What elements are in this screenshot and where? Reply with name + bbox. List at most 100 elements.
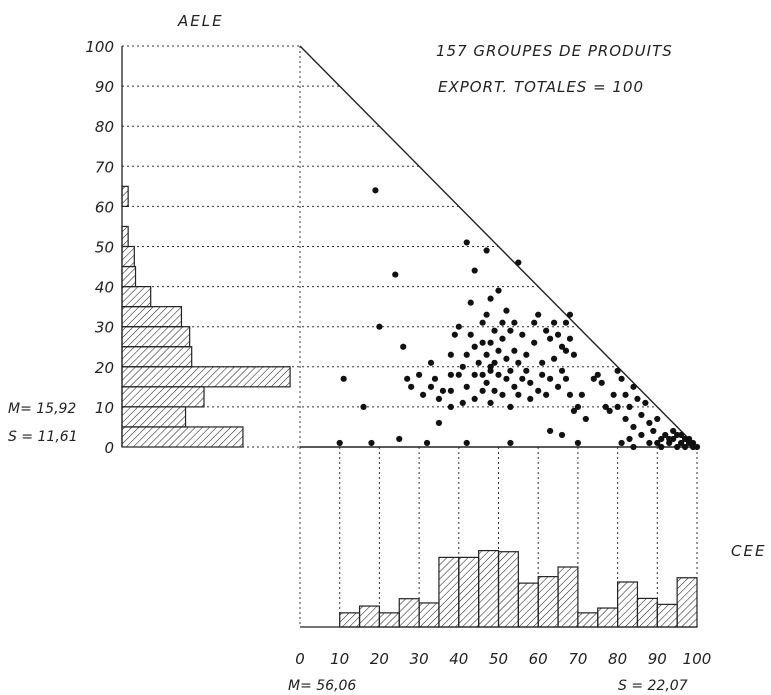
scatter-point [523, 351, 530, 358]
scatter-point [523, 367, 530, 374]
scatter-point [511, 319, 518, 326]
scatter-point [626, 403, 633, 410]
scatter-point [531, 339, 538, 346]
x-tick-label: 100 [683, 650, 712, 668]
cee-bar [378, 612, 400, 628]
cee-bar [497, 551, 519, 628]
x-tick-label: 20 [370, 650, 389, 668]
scatter-point [685, 435, 693, 443]
scatter-point [376, 323, 383, 330]
scatter-point [475, 359, 482, 366]
scatter-point [547, 335, 554, 342]
scatter-point [515, 359, 522, 366]
aele-histogram [121, 185, 291, 448]
scatter-point [479, 319, 486, 326]
scatter-point [491, 387, 498, 394]
aele-bar [121, 346, 193, 368]
scatter-point [455, 371, 462, 378]
scatter-point [582, 415, 589, 423]
y-tick-label: 60 [95, 198, 114, 216]
scatter-point [547, 375, 554, 382]
scatter-point [463, 239, 470, 246]
scatter-point [543, 327, 550, 334]
x-tick-label: 0 [295, 650, 305, 668]
scatter-point [487, 399, 494, 406]
scatter-point [562, 347, 570, 354]
scatter-point [547, 427, 554, 435]
scatter-point [431, 375, 439, 382]
cee-bar [577, 612, 599, 628]
scatter-point [463, 439, 470, 447]
scatter-points [336, 187, 701, 451]
scatter-point [646, 439, 653, 447]
scatter-point [519, 375, 526, 382]
cee-histogram [339, 549, 698, 628]
scatter-point [658, 443, 665, 451]
scatter-point [674, 443, 681, 451]
scatter-point [467, 331, 474, 338]
y-tick-label: 0 [104, 439, 114, 457]
scatter-point [693, 443, 701, 451]
scatter-point [471, 343, 478, 350]
scatter-point [515, 259, 522, 266]
scatter-point [372, 187, 379, 194]
scatter-point [368, 439, 375, 447]
scatter-point [495, 347, 502, 354]
scatter-point [642, 399, 649, 406]
scatter-point [527, 379, 534, 386]
scatter-point [427, 383, 435, 390]
cee-bar [438, 556, 460, 628]
cee-bar [636, 597, 658, 628]
scatter-point [634, 395, 641, 402]
x-tick-label: 40 [449, 650, 468, 668]
scatter-point [340, 375, 347, 382]
scatter-point [535, 311, 542, 318]
x-tick-label: 70 [568, 650, 587, 668]
triangle-hypotenuse [299, 45, 698, 448]
scatter-point [558, 343, 566, 350]
scatter-point [618, 375, 625, 382]
scatter-point [570, 407, 578, 415]
scatter-point [539, 359, 546, 366]
cee-bar [517, 582, 539, 628]
scatter-point [499, 335, 506, 342]
scatter-point [451, 331, 458, 338]
scatter-point [554, 331, 562, 338]
scatter-point [439, 387, 447, 394]
scatter-point [594, 371, 601, 378]
y-tick-label: 50 [95, 239, 114, 257]
scatter-point [507, 327, 514, 334]
scatter-point [574, 403, 582, 410]
aele-bar [121, 366, 291, 388]
scatter-point [483, 351, 490, 358]
y-tick-label: 100 [85, 38, 114, 56]
scatter-point [435, 419, 443, 427]
scatter-point [622, 391, 629, 398]
scatter-point [511, 383, 518, 390]
scatter-point [562, 375, 570, 382]
scatter-point [610, 391, 617, 398]
scatter-point [598, 379, 605, 386]
scatter-point [423, 439, 431, 447]
scatter-point [503, 307, 510, 314]
scatter-point [646, 419, 653, 427]
scatter-point [479, 371, 486, 378]
cee-axis-label: CEE [731, 542, 766, 560]
scatter-point [658, 435, 665, 443]
scatter-point [570, 351, 578, 358]
cee-bar [676, 577, 698, 628]
scatter-point [479, 339, 486, 346]
scatter-point [574, 439, 582, 447]
scatter-point [400, 343, 407, 350]
x-tick-label: 30 [410, 650, 429, 668]
scatter-point [566, 335, 574, 342]
scatter-point [447, 403, 454, 410]
scatter-point [495, 287, 502, 294]
cee-mean-label: M= 56,06 [288, 678, 356, 694]
cee-bar [358, 605, 380, 628]
cee-bar [478, 549, 500, 628]
scatter-point [650, 427, 657, 435]
scatter-point [491, 327, 498, 334]
scatter-point [681, 443, 689, 451]
